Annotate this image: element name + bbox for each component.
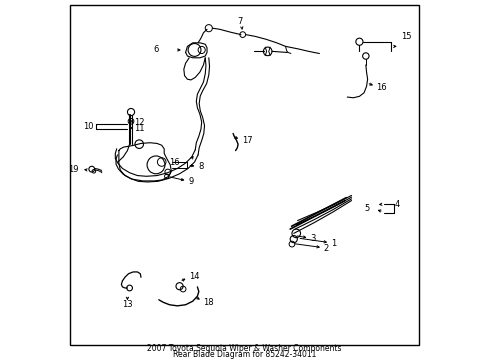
Text: 3: 3 xyxy=(309,234,315,243)
Text: 13: 13 xyxy=(122,300,132,309)
Text: 19: 19 xyxy=(68,165,79,174)
Text: 16: 16 xyxy=(168,158,179,167)
Text: 2007 Toyota Sequoia Wiper & Washer Components: 2007 Toyota Sequoia Wiper & Washer Compo… xyxy=(147,344,341,353)
Text: 9: 9 xyxy=(188,177,193,186)
Text: 12: 12 xyxy=(134,118,145,127)
Text: 11: 11 xyxy=(134,124,145,133)
Text: 4: 4 xyxy=(394,199,399,208)
Text: Rear Blade Diagram for 85242-34011: Rear Blade Diagram for 85242-34011 xyxy=(172,350,316,359)
Text: 18: 18 xyxy=(203,298,213,307)
Text: 15: 15 xyxy=(400,32,410,41)
Text: 17: 17 xyxy=(241,136,252,145)
Text: 5: 5 xyxy=(364,204,369,213)
Text: 1: 1 xyxy=(330,239,335,248)
Text: 8: 8 xyxy=(198,162,203,171)
Text: 10: 10 xyxy=(83,122,94,131)
Text: 14: 14 xyxy=(188,272,199,281)
Text: 16: 16 xyxy=(376,82,386,91)
Text: 7: 7 xyxy=(237,17,243,26)
Text: 6: 6 xyxy=(153,45,159,54)
Text: 2: 2 xyxy=(323,244,328,253)
